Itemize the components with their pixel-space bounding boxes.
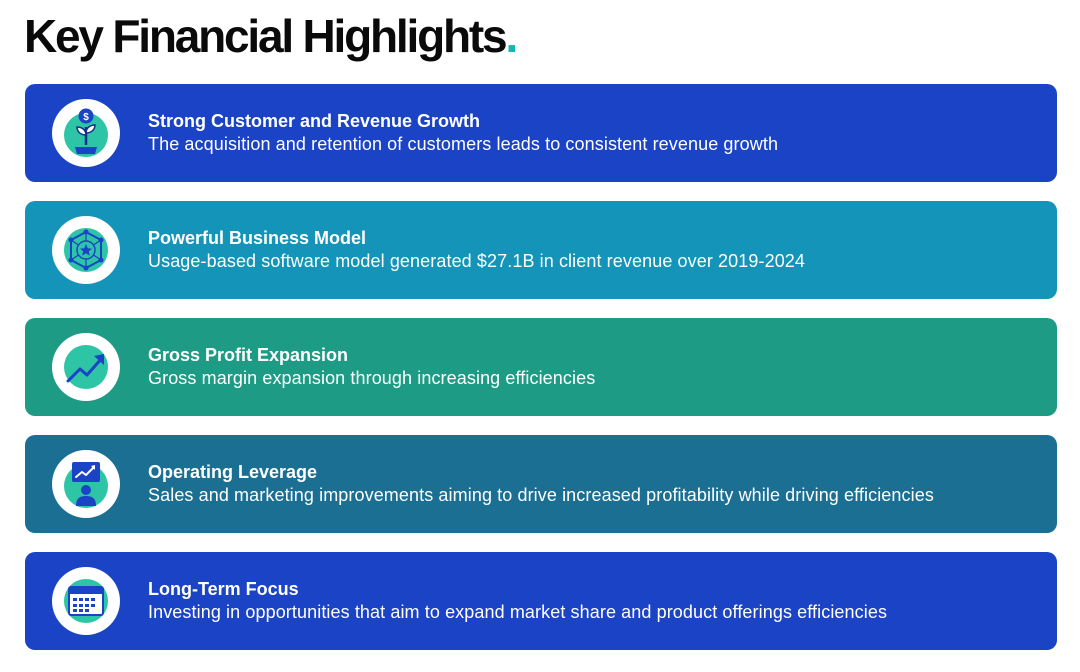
highlight-description: The acquisition and retention of custome…: [148, 134, 779, 154]
plant-growth-dollar-icon: $: [64, 108, 108, 157]
icon-badge: [52, 567, 120, 635]
highlights-list: $ Strong Customer and Revenue Growth The…: [25, 84, 1057, 650]
highlight-description: Usage-based software model generated $27…: [148, 251, 806, 271]
icon-badge: $: [52, 99, 120, 167]
highlight-title: Gross Profit Expansion: [148, 345, 349, 365]
highlight-card-business-model: Powerful Business Model Usage-based soft…: [25, 201, 1057, 299]
page-title: Key Financial Highlights.: [24, 6, 518, 66]
icon-badge: [52, 450, 120, 518]
trend-up-arrow-icon: [64, 345, 108, 389]
highlight-title: Long-Term Focus: [148, 579, 299, 599]
highlight-title: Powerful Business Model: [148, 228, 367, 248]
page-title-text: Key Financial Highlights: [24, 10, 508, 62]
presenter-chart-icon: [64, 462, 108, 508]
highlight-card-operating-leverage: Operating Leverage Sales and marketing i…: [25, 435, 1057, 533]
network-star-icon: [64, 228, 108, 272]
svg-text:$: $: [83, 112, 89, 123]
highlight-card-gross-profit-expansion: Gross Profit Expansion Gross margin expa…: [25, 318, 1057, 416]
icon-badge: [52, 216, 120, 284]
icon-badge: [52, 333, 120, 401]
highlight-card-long-term-focus: Long-Term Focus Investing in opportuniti…: [25, 552, 1057, 650]
calendar-icon: [64, 579, 108, 623]
highlight-description: Gross margin expansion through increasin…: [148, 368, 596, 388]
highlight-title: Operating Leverage: [148, 462, 318, 482]
highlight-description: Investing in opportunities that aim to e…: [148, 602, 888, 622]
highlight-description: Sales and marketing improvements aiming …: [148, 485, 934, 505]
page-title-dot: .: [505, 10, 518, 62]
highlight-card-customer-revenue-growth: $ Strong Customer and Revenue Growth The…: [25, 84, 1057, 182]
highlight-title: Strong Customer and Revenue Growth: [148, 111, 481, 131]
